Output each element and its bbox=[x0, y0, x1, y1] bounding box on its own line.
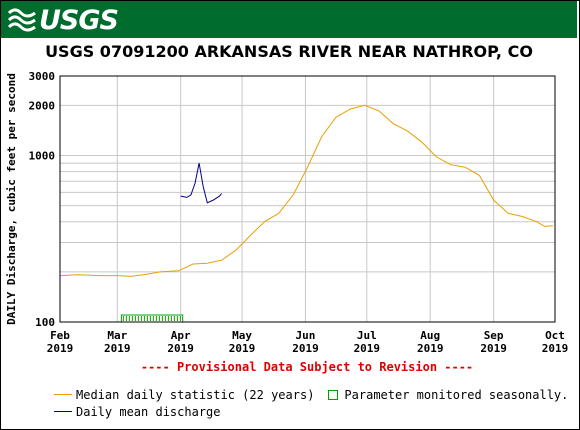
grid-lines bbox=[59, 75, 556, 322]
legend-row-daily-mean: Daily mean discharge bbox=[54, 403, 568, 420]
daily-mean-line bbox=[180, 163, 222, 204]
y-tick-label: 3000 bbox=[29, 70, 56, 83]
x-tick-year: 2019 bbox=[229, 342, 256, 355]
x-tick-labels: Feb2019Mar2019Apr2019May2019Jun2019Jul20… bbox=[47, 329, 569, 355]
y-tick-labels: 100 1000 2000 3000 bbox=[29, 70, 56, 329]
usgs-banner: USGS bbox=[1, 1, 577, 38]
y-tick-label: 2000 bbox=[29, 99, 56, 112]
legend-label-median: Median daily statistic (22 years) bbox=[76, 387, 315, 402]
x-tick-year: 2019 bbox=[417, 342, 444, 355]
seasonal-bar bbox=[120, 314, 184, 323]
x-tick-year: 2019 bbox=[480, 342, 507, 355]
x-tick-month: Sep bbox=[484, 329, 504, 342]
x-tick-year: 2019 bbox=[292, 342, 319, 355]
median-daily-line bbox=[59, 104, 554, 277]
legend-swatch-seasonal bbox=[328, 389, 339, 400]
usgs-wave-logo-icon bbox=[7, 8, 36, 32]
y-tick-label: 100 bbox=[35, 316, 55, 329]
legend-swatch-daily-mean bbox=[54, 411, 72, 412]
y-axis-label: DAILY Discharge, cubic feet per second bbox=[5, 73, 18, 325]
y-tick-label: 1000 bbox=[29, 149, 56, 162]
x-tick-month: Mar bbox=[107, 329, 127, 342]
x-tick-year: 2019 bbox=[354, 342, 381, 355]
x-tick-year: 2019 bbox=[47, 342, 74, 355]
legend-row-median: Median daily statistic (22 years) Parame… bbox=[54, 386, 568, 403]
series-lines bbox=[59, 104, 554, 277]
x-tick-year: 2019 bbox=[542, 342, 569, 355]
legend-swatch-median bbox=[54, 394, 72, 395]
legend-label-seasonal: Parameter monitored seasonally. bbox=[344, 387, 569, 402]
provisional-note: ---- Provisional Data Subject to Revisio… bbox=[141, 360, 473, 374]
x-tick-month: Jul bbox=[357, 329, 377, 342]
x-tick-year: 2019 bbox=[167, 342, 194, 355]
chart-title: USGS 07091200 ARKANSAS RIVER NEAR NATHRO… bbox=[45, 42, 533, 61]
logo-text: USGS bbox=[39, 4, 119, 36]
seasonal-bar-frame bbox=[120, 314, 184, 323]
x-tick-year: 2019 bbox=[104, 342, 131, 355]
plot-area-border bbox=[59, 75, 556, 323]
usgs-logo[interactable]: USGS bbox=[7, 4, 119, 36]
x-tick-month: Oct bbox=[545, 329, 565, 342]
legend: Median daily statistic (22 years) Parame… bbox=[54, 386, 568, 420]
x-tick-month: Jun bbox=[296, 329, 316, 342]
x-tick-month: May bbox=[232, 329, 252, 342]
legend-label-daily-mean: Daily mean discharge bbox=[76, 404, 221, 419]
x-tick-month: Feb bbox=[50, 329, 70, 342]
x-tick-month: Apr bbox=[171, 329, 191, 342]
x-tick-month: Aug bbox=[420, 329, 440, 342]
